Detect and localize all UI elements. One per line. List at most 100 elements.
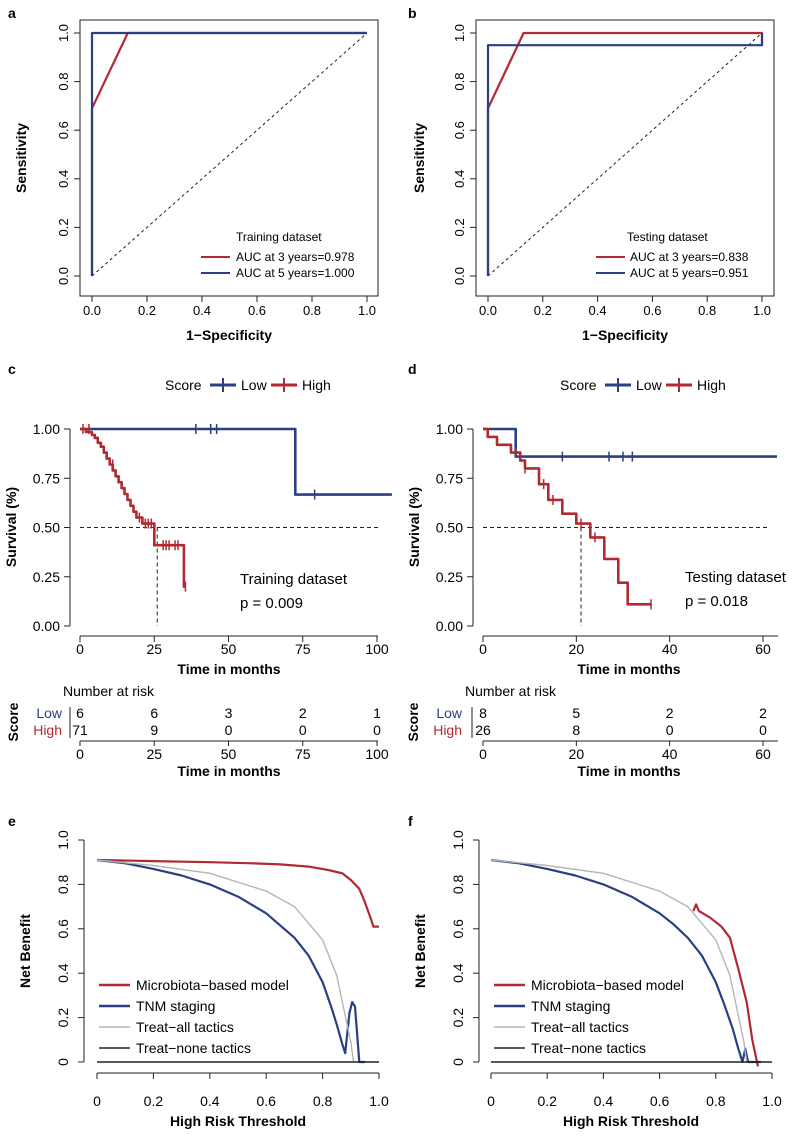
risk-group-low: Low <box>436 705 463 721</box>
panel-label-d: d <box>408 361 417 377</box>
risk-values: 6 6 3 2 1 71 9 0 0 0 <box>72 705 381 738</box>
y-tick-label: 0.8 <box>55 874 71 894</box>
series-line-microbiota-based-model <box>96 858 379 928</box>
x-tick-label: 60 <box>755 641 771 657</box>
risk-value-high: 26 <box>475 722 491 738</box>
series-line-auc-at-5-years-1-000 <box>90 31 367 276</box>
risk-value-high: 0 <box>666 722 674 738</box>
risk-table-label: Score <box>405 702 421 741</box>
y-tick-label: 0.2 <box>56 218 71 236</box>
legend-entry-5yr: AUC at 5 years=1.000 <box>236 266 355 280</box>
x-tick-label: 0.2 <box>534 303 552 318</box>
x-axis-label: 1−Specificity <box>582 327 668 343</box>
series-line-treat-all-tactics <box>490 859 748 1063</box>
p-value: p = 0.009 <box>240 595 303 612</box>
risk-value-low: 8 <box>479 705 487 721</box>
y-tick-label: 0.8 <box>452 73 467 91</box>
x-tick-label: 0.2 <box>144 1093 164 1109</box>
y-ticks: 0.00 0.25 0.50 0.75 1.00 <box>436 421 473 634</box>
risk-group-high: High <box>433 722 462 738</box>
y-tick-label: 1.0 <box>450 830 466 850</box>
y-tick-label: 0.0 <box>452 267 467 285</box>
x-tick-label: 0.2 <box>138 303 156 318</box>
risk-x-tick-label: 25 <box>146 746 162 762</box>
y-tick-label: 0.25 <box>436 569 463 585</box>
legend: Microbiota−based model TNM staging Treat… <box>99 977 289 1056</box>
x-axis-label: Time in months <box>177 661 280 677</box>
x-tick-label: 1.0 <box>762 1093 782 1109</box>
x-tick-label: 0.4 <box>594 1093 614 1109</box>
risk-x-axis-label: Time in months <box>177 763 280 779</box>
risk-table-title: Number at risk <box>63 683 155 699</box>
series <box>490 858 772 1067</box>
y-axis-label: Sensitivity <box>13 123 29 193</box>
legend-title: Testing dataset <box>627 230 708 244</box>
plot-frame <box>475 19 775 297</box>
x-tick-label: 0.6 <box>248 303 266 318</box>
y-tick-label: 0.50 <box>33 520 60 536</box>
x-tick-label: 0.0 <box>479 303 497 318</box>
risk-value-low: 6 <box>76 705 84 721</box>
legend: Score Low High <box>560 377 726 393</box>
y-ticks: 0 0.2 0.4 0.6 0.8 1.0 <box>450 830 479 1066</box>
legend-entry-treat-none: Treat−none tactics <box>531 1040 646 1056</box>
series-line-tnm-staging <box>490 858 761 1064</box>
series <box>80 427 392 588</box>
y-tick-label: 0.8 <box>450 874 466 894</box>
series <box>483 427 777 606</box>
risk-group-low: Low <box>36 705 63 721</box>
y-tick-label: 0.6 <box>452 121 467 139</box>
risk-x-tick-label: 40 <box>662 746 678 762</box>
x-axis-label: High Risk Threshold <box>563 1113 699 1129</box>
series-line-high <box>483 427 651 606</box>
dca-testing-chart: 0 0.2 0.4 0.6 0.8 1.0 0 0.2 0.4 0.6 0.8 1.0 Net Be… <box>412 830 782 1129</box>
x-axis-label: 1−Specificity <box>186 327 272 343</box>
risk-x-tick-label: 75 <box>295 746 311 762</box>
x-tick-label: 0.8 <box>698 303 716 318</box>
legend-entry-high: High <box>697 377 726 393</box>
legend-entry-model: Microbiota−based model <box>531 977 684 993</box>
legend: Microbiota−based model TNM staging Treat… <box>494 977 684 1056</box>
legend-entry-treat-none: Treat−none tactics <box>136 1040 251 1056</box>
x-ticks: 0 0.2 0.4 0.6 0.8 1.0 <box>93 1073 389 1109</box>
legend-entry-treat-all: Treat−all tactics <box>136 1019 234 1035</box>
y-tick-label: 1.00 <box>33 421 60 437</box>
legend-entry-model: Microbiota−based model <box>136 977 289 993</box>
series <box>90 31 367 276</box>
legend-entry-low: Low <box>241 377 268 393</box>
legend: Training dataset AUC at 3 years=0.978 AU… <box>201 230 355 280</box>
dataset-annotation: Testing dataset <box>685 569 787 586</box>
legend-title: Score <box>165 377 202 393</box>
x-tick-label: 0.6 <box>256 1093 276 1109</box>
risk-value-high: 71 <box>72 722 88 738</box>
y-ticks: 0.0 0.2 0.4 0.6 0.8 1.0 <box>452 24 476 285</box>
x-ticks: 0 20 40 60 <box>479 636 771 657</box>
x-tick-label: 20 <box>569 641 585 657</box>
panel-label-a: a <box>8 5 16 21</box>
y-tick-label: 0.6 <box>55 919 71 939</box>
series-line-low <box>80 427 392 496</box>
x-ticks: 0.0 0.2 0.4 0.6 0.8 1.0 <box>83 296 376 318</box>
y-tick-label: 0.8 <box>56 73 71 91</box>
risk-value-low: 2 <box>666 705 674 721</box>
y-axis-label: Net Benefit <box>17 914 33 988</box>
y-tick-label: 1.0 <box>55 830 71 850</box>
y-tick-label: 0.2 <box>55 1008 71 1028</box>
x-tick-label: 1.0 <box>753 303 771 318</box>
y-tick-label: 0.6 <box>56 121 71 139</box>
risk-table: Number at risk Score Low High 8 5 2 226 8 0 0 … <box>405 683 778 779</box>
y-tick-label: 0.4 <box>55 963 71 983</box>
risk-value-high: 0 <box>299 722 307 738</box>
x-tick-label: 0 <box>76 641 84 657</box>
risk-table-title: Number at risk <box>465 683 557 699</box>
reference-diagonal <box>487 32 763 277</box>
y-axis-label: Survival (%) <box>406 487 422 567</box>
x-tick-label: 0.6 <box>650 1093 670 1109</box>
x-tick-label: 0.4 <box>589 303 607 318</box>
legend-entry-high: High <box>302 377 331 393</box>
y-ticks: 0 0.2 0.4 0.6 0.8 1.0 <box>55 830 84 1066</box>
risk-value-low: 5 <box>572 705 580 721</box>
median-guides <box>483 527 767 626</box>
series-line-microbiota-based-model <box>692 903 760 1067</box>
